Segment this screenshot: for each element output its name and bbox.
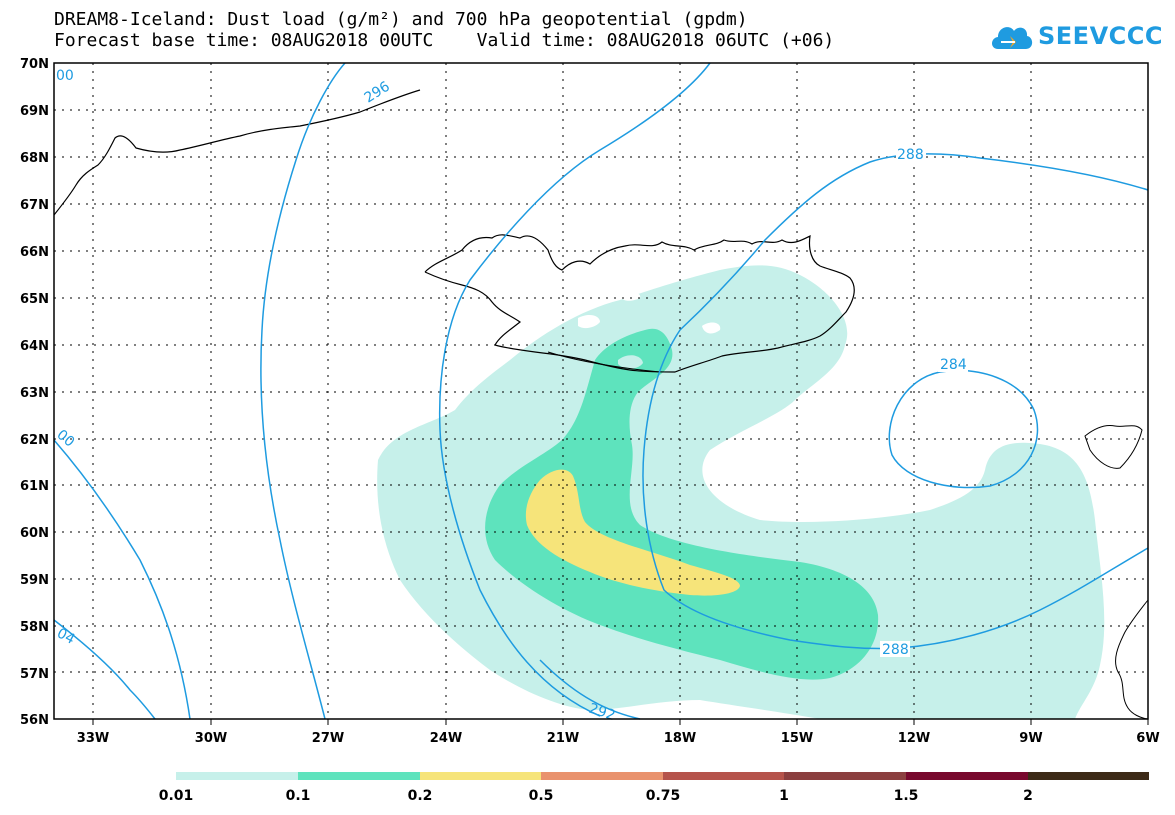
colorbar-swatch: [298, 772, 420, 780]
colorbar-swatch: [176, 772, 298, 780]
colorbar-swatch: [784, 772, 906, 780]
lat-label: 59N: [20, 573, 49, 588]
lon-label: 15W: [781, 731, 813, 746]
iceland-south-detail: [547, 351, 661, 373]
lon-label: 27W: [312, 731, 344, 746]
lat-label: 66N: [20, 245, 49, 260]
colorbar-swatch: [663, 772, 784, 780]
iceland-west-coast: [424, 271, 522, 346]
logo-text: SEEVCCC: [1038, 22, 1163, 50]
label-mask: [880, 641, 910, 657]
lon-label: 33W: [77, 731, 109, 746]
lat-label: 60N: [20, 526, 49, 541]
colorbar-label: 1.5: [894, 788, 919, 804]
lon-label: 18W: [664, 731, 696, 746]
lon-label: 30W: [195, 731, 227, 746]
contour-label: 284: [940, 357, 967, 373]
axis-ticks: [92, 719, 1149, 725]
contour-label: 288: [882, 642, 909, 658]
colorbar-label: 0.1: [286, 788, 311, 804]
colorbar-label: 0.5: [529, 788, 554, 804]
label-mask: [938, 356, 968, 372]
lon-label: 21W: [547, 731, 579, 746]
contour-284: [888, 369, 1039, 489]
colorbar: [176, 772, 1149, 780]
colorbar-swatch: [906, 772, 1028, 780]
colorbar-label: 0.01: [159, 788, 194, 804]
map-title: DREAM8-Iceland: Dust load (g/m²) and 700…: [54, 9, 748, 30]
lat-label: 65N: [20, 292, 49, 307]
colorbar-swatch: [1028, 772, 1149, 780]
dust-area-0.2: [525, 469, 740, 596]
contour-label: 288: [897, 147, 924, 163]
contour-label: 00: [56, 68, 74, 84]
faroe-coastline: [1084, 425, 1143, 469]
iceland-coastline: [424, 234, 855, 373]
lat-label: 67N: [20, 198, 49, 213]
forecast-time-line: Forecast base time: 08AUG2018 00UTC Vali…: [54, 30, 835, 51]
lat-label: 69N: [20, 104, 49, 119]
lat-label: 62N: [20, 433, 49, 448]
greenland-coastline: [53, 89, 421, 216]
lat-label: 56N: [20, 713, 49, 728]
colorbar-swatch: [420, 772, 541, 780]
colorbar-swatch: [541, 772, 663, 780]
dust-gap: [702, 322, 721, 334]
cloud-logo-icon: [992, 27, 1033, 49]
lat-label: 63N: [20, 386, 49, 401]
contour-292-northwest: [438, 62, 711, 717]
contour-292-south: [539, 659, 641, 720]
lat-label: 61N: [20, 479, 49, 494]
colorbar-label: 1: [779, 788, 789, 804]
colorbar-label: 2: [1023, 788, 1033, 804]
lon-label: 6W: [1136, 731, 1159, 746]
seevccc-logo: SEEVCCC: [988, 16, 1163, 56]
lon-label: 12W: [898, 731, 930, 746]
lat-label: 68N: [20, 151, 49, 166]
contour-label: 04: [54, 625, 77, 648]
lat-label: 58N: [20, 620, 49, 635]
contour-296: [260, 62, 346, 720]
dust-gap: [578, 315, 600, 329]
label-mask: [896, 146, 926, 162]
colorbar-label: 0.2: [408, 788, 433, 804]
lat-label: 64N: [20, 339, 49, 354]
dust-gap: [618, 355, 643, 369]
lon-label: 24W: [430, 731, 462, 746]
graticule: [54, 63, 1148, 719]
contour-label: 292: [587, 701, 617, 724]
map-frame: [53, 62, 1149, 720]
dust-area-0.1: [485, 328, 879, 680]
colorbar-label: 0.75: [646, 788, 681, 804]
lon-label: 9W: [1019, 731, 1042, 746]
lat-label: 70N: [20, 57, 49, 72]
contour-300-west: [53, 439, 191, 720]
lat-label: 57N: [20, 667, 49, 682]
dust-gap: [620, 292, 641, 301]
contour-304-west: [53, 619, 156, 720]
